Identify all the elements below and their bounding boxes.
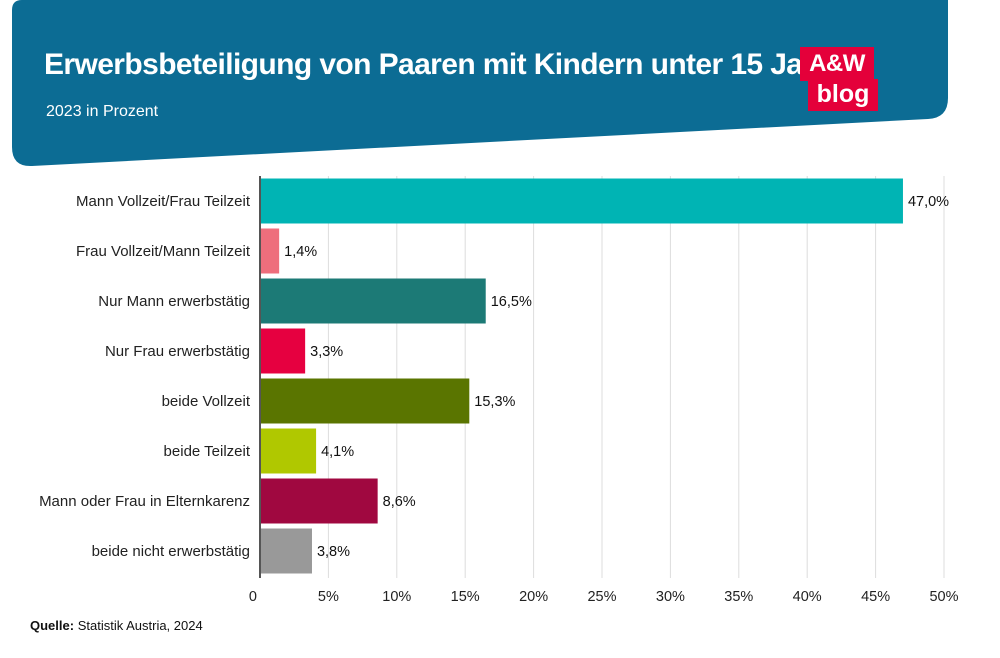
bar[interactable] xyxy=(260,278,486,324)
value-label: 4,1% xyxy=(321,444,354,460)
category-label: beide nicht erwerbstätig xyxy=(92,543,250,560)
value-label: 1,4% xyxy=(284,244,317,260)
category-label: Nur Frau erwerbstätig xyxy=(105,343,250,360)
category-label: beide Vollzeit xyxy=(162,393,251,410)
x-tick-label: 5% xyxy=(318,589,339,605)
x-tick-label: 45% xyxy=(861,589,890,605)
value-label: 15,3% xyxy=(474,394,515,410)
logo-text-blog: blog xyxy=(808,79,878,111)
value-label: 16,5% xyxy=(491,294,532,310)
category-label: Mann Vollzeit/Frau Teilzeit xyxy=(76,193,251,210)
bar[interactable] xyxy=(260,478,378,524)
x-tick-label: 10% xyxy=(382,589,411,605)
bar[interactable] xyxy=(260,528,312,574)
value-label: 8,6% xyxy=(383,494,416,510)
x-tick-label: 20% xyxy=(519,589,548,605)
value-label: 47,0% xyxy=(908,194,949,210)
bar[interactable] xyxy=(260,428,317,474)
chart-subtitle: 2023 in Prozent xyxy=(46,103,159,120)
logo-text-aw: A&W xyxy=(800,47,874,81)
bar[interactable] xyxy=(260,378,470,424)
x-tick-label: 15% xyxy=(451,589,480,605)
bar[interactable] xyxy=(260,228,280,274)
x-tick-label: 30% xyxy=(656,589,685,605)
value-label: 3,8% xyxy=(317,544,350,560)
value-label: 3,3% xyxy=(310,344,343,360)
bar[interactable] xyxy=(260,328,306,374)
header-banner: Erwerbsbeteiligung von Paaren mit Kinder… xyxy=(0,0,1000,175)
chart-title: Erwerbsbeteiligung von Paaren mit Kinder… xyxy=(44,48,866,81)
source-footer: Quelle: Statistik Austria, 2024 xyxy=(30,618,203,633)
source-label: Quelle: xyxy=(30,618,75,633)
x-tick-label: 50% xyxy=(929,589,958,605)
x-tick-label: 40% xyxy=(793,589,822,605)
category-label: Nur Mann erwerbstätig xyxy=(98,293,250,310)
category-label: beide Teilzeit xyxy=(164,443,251,460)
source-text: Statistik Austria, 2024 xyxy=(74,618,203,633)
category-label: Frau Vollzeit/Mann Teilzeit xyxy=(76,243,251,260)
x-tick-label: 0 xyxy=(249,589,257,605)
bar[interactable] xyxy=(260,178,903,224)
x-tick-label: 25% xyxy=(587,589,616,605)
category-label: Mann oder Frau in Elternkarenz xyxy=(39,493,250,510)
x-tick-label: 35% xyxy=(724,589,753,605)
bar-chart: 0 5% 10% 15% 20% 25% 30% 35% 40% 45% 50% Mann Vollz… xyxy=(39,176,959,605)
banner-shape xyxy=(12,0,948,167)
aw-blog-logo[interactable]: A&W blog xyxy=(800,47,880,113)
